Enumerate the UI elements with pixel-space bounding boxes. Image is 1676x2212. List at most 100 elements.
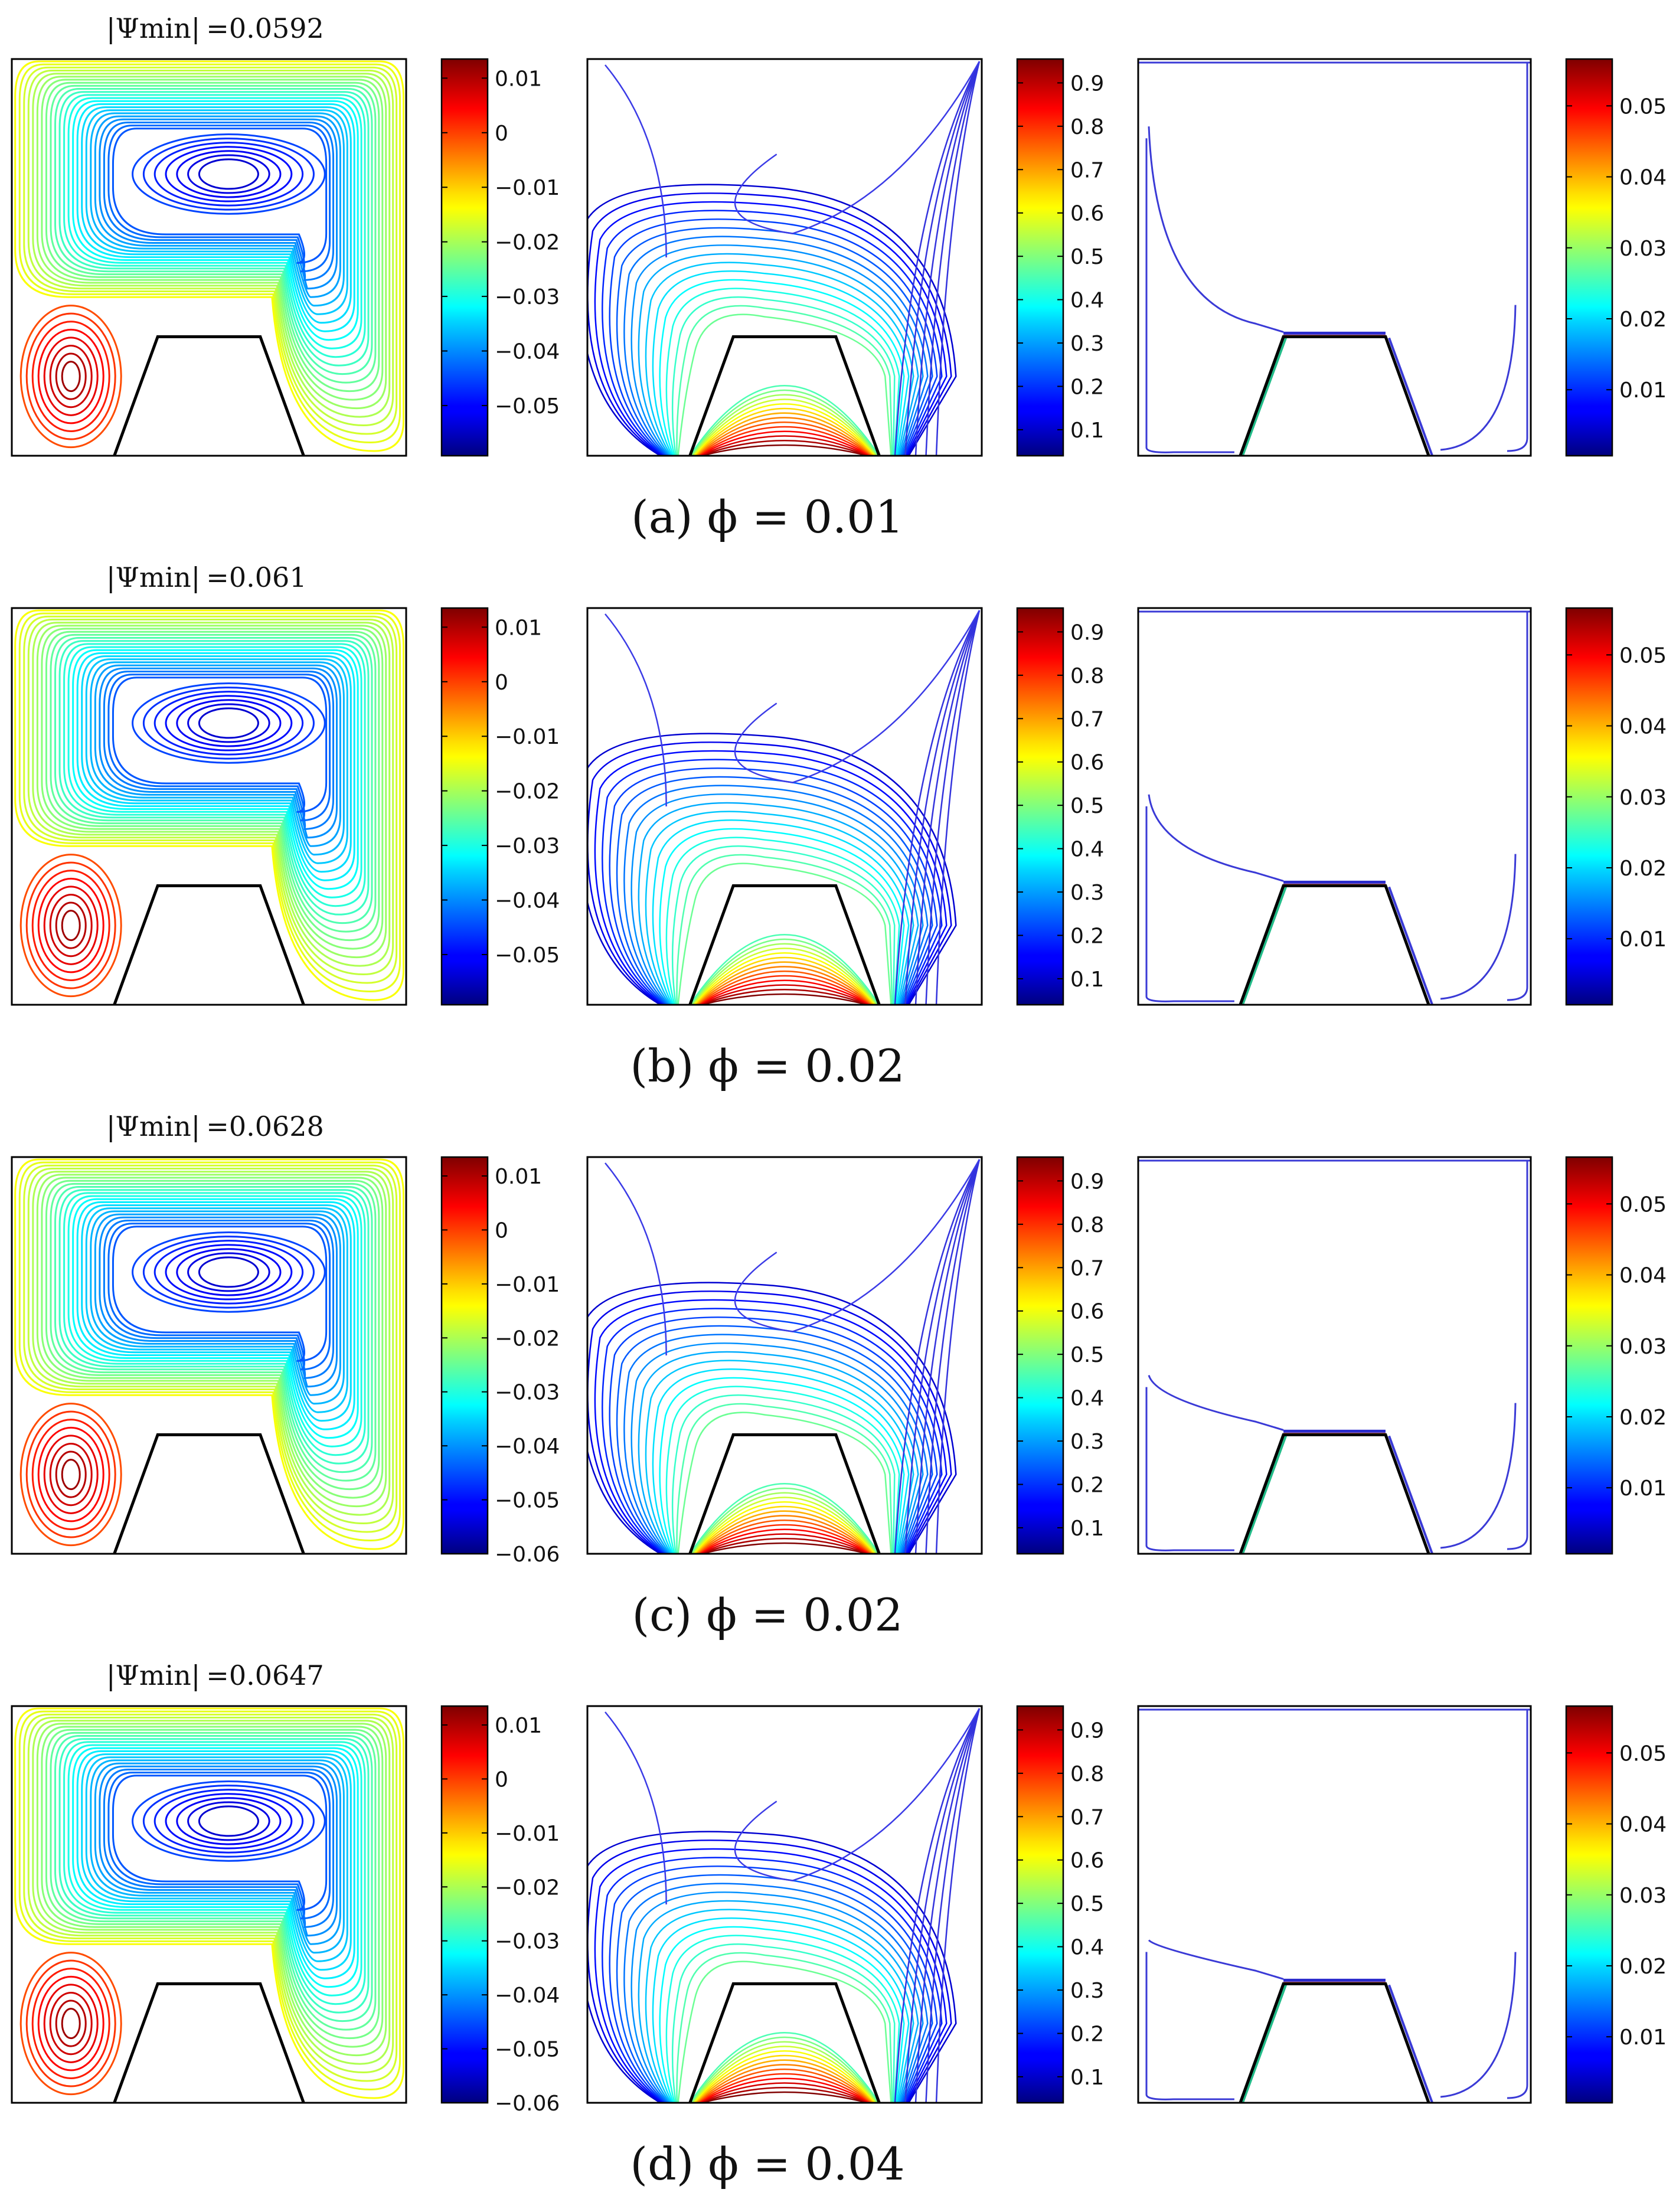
colorbar-tick-label: 0.05 <box>1619 94 1667 119</box>
isotherm <box>605 1159 981 1356</box>
isotherm <box>638 253 919 456</box>
plot-frame <box>1137 607 1532 1006</box>
streamline <box>132 1780 326 1862</box>
psi-min-symbol: |Ψmin| <box>106 561 200 593</box>
heated-block <box>113 335 305 456</box>
isotherm <box>602 759 943 1005</box>
streamline <box>25 1410 116 1538</box>
streamline <box>99 667 338 839</box>
plot-frame <box>1137 1705 1532 2104</box>
psi-min-symbol: |Ψmin| <box>106 1110 200 1142</box>
streamline <box>76 1750 355 1979</box>
plot-frame <box>11 58 407 457</box>
psi-min-label: |Ψmin| =0.0647 <box>106 1659 324 1691</box>
colorbar-tick-label: −0.01 <box>495 1822 560 1846</box>
streamline <box>67 1744 362 1997</box>
streamline <box>94 115 341 298</box>
concentration-contour <box>1507 612 1528 1001</box>
streamline <box>76 652 355 881</box>
concentration-contour <box>1145 794 1517 1002</box>
isotherm <box>671 845 896 1005</box>
streamline <box>19 1952 122 2096</box>
streamline <box>72 1198 359 1439</box>
colorbar-tick-label: −0.04 <box>495 889 560 913</box>
streamline <box>72 649 359 890</box>
isotherm <box>689 934 880 1005</box>
streamline <box>81 655 352 873</box>
streamline <box>85 1756 348 1962</box>
streamline <box>23 66 398 435</box>
isotherm <box>692 2046 877 2103</box>
isotherm <box>925 610 981 1005</box>
isotherm <box>609 218 938 456</box>
row-b: |Ψmin| =0.061 0.01 0 −0.01 −0.02 −0.03 −0.04 −0.… <box>11 561 1667 1092</box>
colorbar-tick-label: −0.01 <box>495 1273 560 1297</box>
colorbar-tick-label: 0 <box>495 1767 508 1792</box>
isotherms <box>587 1708 981 2103</box>
streamline <box>19 854 122 998</box>
streamline <box>132 682 326 764</box>
colorbar-tick-label: −0.03 <box>495 834 560 858</box>
isotherm <box>695 2059 874 2103</box>
streamline <box>112 677 328 813</box>
streamline <box>112 1226 328 1362</box>
isotherm <box>638 1351 919 1554</box>
isotherm <box>659 828 905 1005</box>
concentration-contour <box>1388 337 1433 456</box>
colorbar-tick-label: 0.04 <box>1619 1813 1667 1837</box>
streamline <box>14 609 404 1001</box>
plot-frame <box>1137 1156 1532 1555</box>
colorbar-tick-label: 0.02 <box>1619 857 1667 881</box>
streamline <box>49 893 93 958</box>
isotherm <box>645 811 914 1005</box>
streamline <box>25 1959 116 2087</box>
streamline <box>99 1216 338 1388</box>
isotherm <box>676 854 893 1005</box>
streamline <box>176 1248 282 1296</box>
streamline <box>58 640 370 916</box>
isotherm <box>700 435 870 456</box>
isotherm <box>694 2054 875 2103</box>
isotherm <box>659 1377 905 1554</box>
isotherm <box>695 961 874 1005</box>
colorbar <box>440 58 489 457</box>
streamlines <box>14 1707 404 2099</box>
isotherm <box>894 61 981 456</box>
isotherm <box>630 1891 924 2103</box>
isotherm <box>691 1492 878 1554</box>
isotherm <box>692 1497 877 1554</box>
colorbar-tick-label: −0.01 <box>495 176 560 200</box>
isotherm <box>690 2036 879 2103</box>
isotherm <box>645 1909 914 2103</box>
streamline <box>165 146 293 202</box>
colorbar <box>1565 607 1613 1006</box>
streamline <box>41 1177 384 1499</box>
isotherm <box>630 1342 924 1554</box>
streamline <box>61 910 81 942</box>
isotherm <box>587 1282 957 1554</box>
streamline <box>61 1459 81 1491</box>
streamline <box>81 106 352 324</box>
colorbar-tick-label: 0.4 <box>1070 1936 1104 1960</box>
colorbar-tick-label: 0.01 <box>495 1165 542 1189</box>
streamline <box>43 1435 99 1514</box>
streamline <box>54 1735 373 2023</box>
plot-frame <box>11 607 407 1006</box>
psi-min-symbol: |Ψmin| <box>106 1659 200 1691</box>
streamline <box>31 1968 110 2079</box>
concentration-contour <box>1242 1984 1287 2103</box>
isotherm <box>652 819 910 1005</box>
isotherm <box>645 262 914 456</box>
isotherm <box>698 979 871 1005</box>
isotherm <box>697 971 873 1005</box>
colorbar-tick-label: 0.1 <box>1070 2066 1104 2090</box>
plot-frame <box>586 58 983 457</box>
streamline <box>41 79 384 401</box>
isotherm <box>623 785 929 1005</box>
concentration-contour <box>1145 1939 1517 2100</box>
heated-block <box>1239 1433 1430 1554</box>
streamline <box>49 1442 93 1507</box>
streamline <box>37 1426 104 1522</box>
isotherm <box>700 1537 869 1554</box>
